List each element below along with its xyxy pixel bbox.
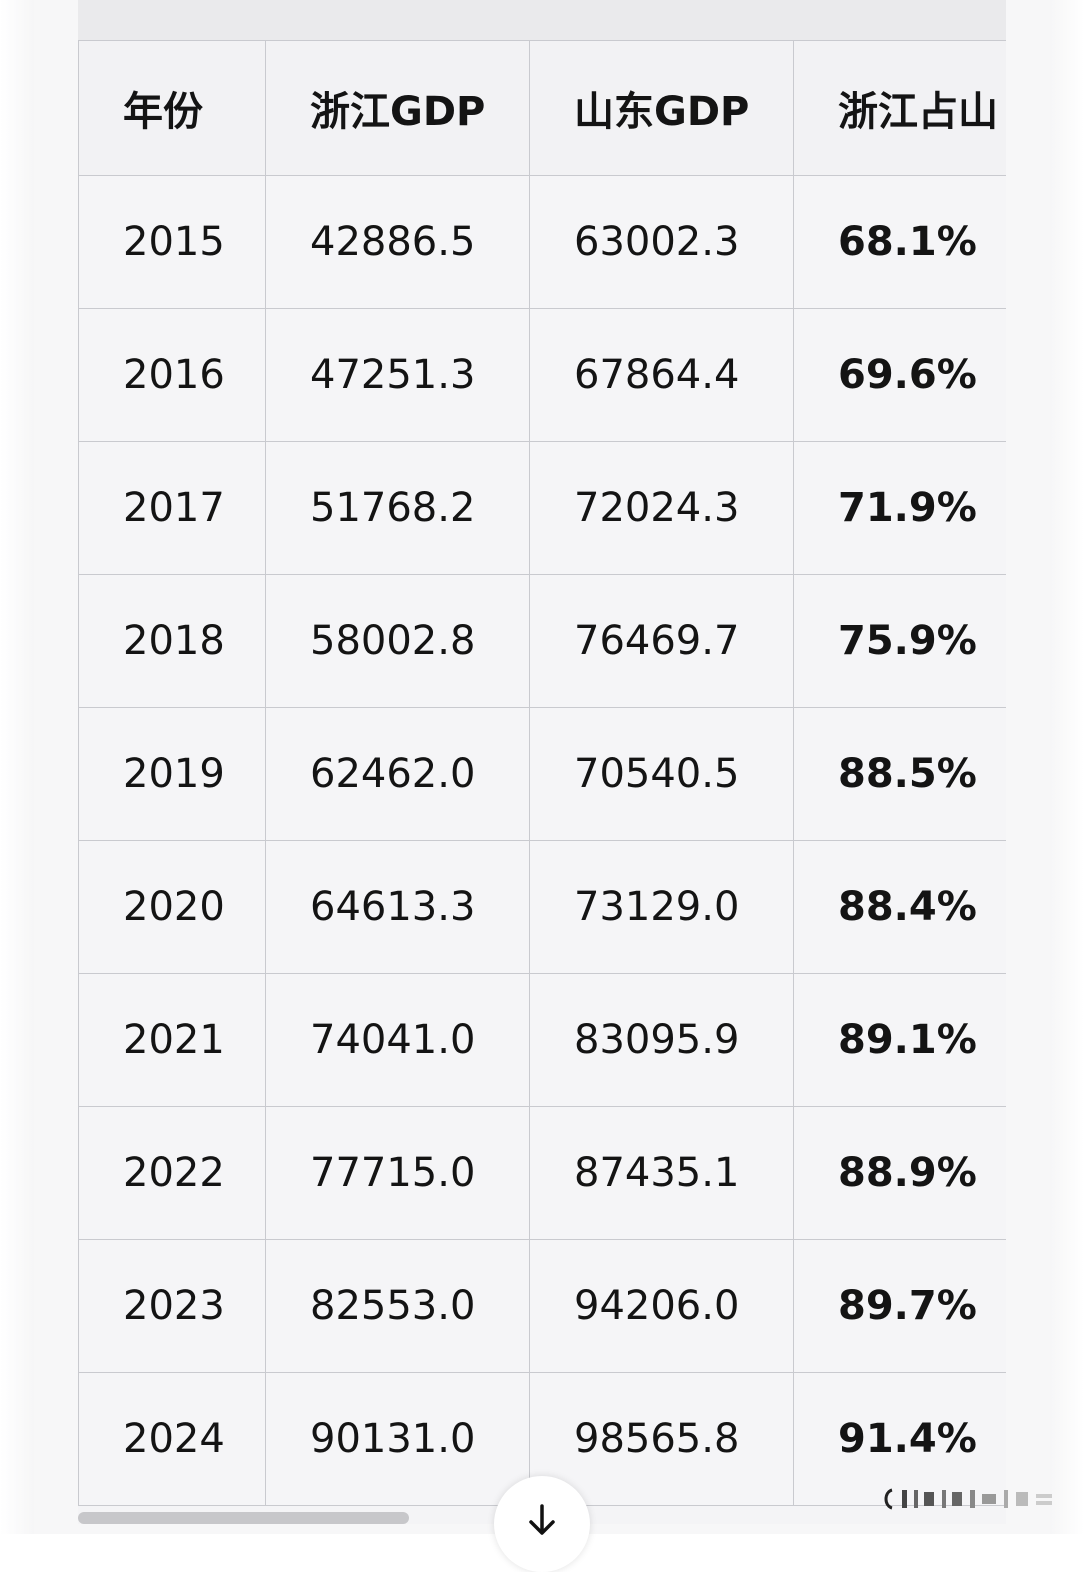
cell-year: 2023 bbox=[78, 1239, 266, 1373]
cell-year: 2017 bbox=[78, 441, 266, 575]
cell-zhejiang-gdp: 42886.5 bbox=[265, 175, 530, 309]
table-row: 2020 64613.3 73129.0 88.4% bbox=[78, 840, 1006, 974]
table-header-row: 年份 浙江GDP 山东GDP 浙江占山 bbox=[78, 40, 1006, 176]
page-margin-left bbox=[0, 0, 34, 1534]
cell-shandong-gdp: 72024.3 bbox=[529, 441, 794, 575]
header-year: 年份 bbox=[78, 40, 266, 176]
table-body: 2015 42886.5 63002.3 68.1% 2016 47251.3 67864.… bbox=[78, 175, 1006, 1506]
table-scroll-container[interactable]: 年份 浙江GDP 山东GDP 浙江占山 2015 42886.5 63002.3 68… bbox=[78, 0, 1006, 1524]
cell-shandong-gdp: 83095.9 bbox=[529, 973, 794, 1107]
cell-ratio: 88.4% bbox=[793, 840, 1006, 974]
cell-shandong-gdp: 70540.5 bbox=[529, 707, 794, 841]
cell-ratio: 91.4% bbox=[793, 1372, 1006, 1506]
header-ratio: 浙江占山 bbox=[793, 40, 1006, 176]
cell-ratio: 89.1% bbox=[793, 973, 1006, 1107]
cell-zhejiang-gdp: 47251.3 bbox=[265, 308, 530, 442]
cell-shandong-gdp: 87435.1 bbox=[529, 1106, 794, 1240]
table-row: 2015 42886.5 63002.3 68.1% bbox=[78, 175, 1006, 309]
table-row: 2019 62462.0 70540.5 88.5% bbox=[78, 707, 1006, 841]
horizontal-scrollbar[interactable] bbox=[78, 1512, 1006, 1524]
cell-ratio: 89.7% bbox=[793, 1239, 1006, 1373]
table-row: 2024 90131.0 98565.8 91.4% bbox=[78, 1372, 1006, 1506]
cell-shandong-gdp: 94206.0 bbox=[529, 1239, 794, 1373]
cell-ratio: 69.6% bbox=[793, 308, 1006, 442]
table-row: 2022 77715.0 87435.1 88.9% bbox=[78, 1106, 1006, 1240]
cell-shandong-gdp: 76469.7 bbox=[529, 574, 794, 708]
page-margin-right bbox=[1050, 0, 1084, 1534]
cell-ratio: 68.1% bbox=[793, 175, 1006, 309]
cell-zhejiang-gdp: 74041.0 bbox=[265, 973, 530, 1107]
cell-year: 2018 bbox=[78, 574, 266, 708]
table-row: 2016 47251.3 67864.4 69.6% bbox=[78, 308, 1006, 442]
cell-year: 2022 bbox=[78, 1106, 266, 1240]
cell-zhejiang-gdp: 62462.0 bbox=[265, 707, 530, 841]
cell-shandong-gdp: 98565.8 bbox=[529, 1372, 794, 1506]
table-row: 2017 51768.2 72024.3 71.9% bbox=[78, 441, 1006, 575]
cell-year: 2019 bbox=[78, 707, 266, 841]
cell-year: 2020 bbox=[78, 840, 266, 974]
cell-ratio: 88.9% bbox=[793, 1106, 1006, 1240]
scroll-down-button[interactable] bbox=[494, 1476, 590, 1572]
watermark-logo-icon bbox=[884, 1488, 1052, 1510]
cell-zhejiang-gdp: 90131.0 bbox=[265, 1372, 530, 1506]
cell-year: 2015 bbox=[78, 175, 266, 309]
header-shandong-gdp: 山东GDP bbox=[529, 40, 794, 176]
cell-shandong-gdp: 63002.3 bbox=[529, 175, 794, 309]
cell-year: 2024 bbox=[78, 1372, 266, 1506]
cell-ratio: 75.9% bbox=[793, 574, 1006, 708]
cell-zhejiang-gdp: 51768.2 bbox=[265, 441, 530, 575]
cell-zhejiang-gdp: 58002.8 bbox=[265, 574, 530, 708]
header-zhejiang-gdp: 浙江GDP bbox=[265, 40, 530, 176]
arrow-down-icon bbox=[529, 1504, 555, 1535]
cell-ratio: 88.5% bbox=[793, 707, 1006, 841]
cell-ratio: 71.9% bbox=[793, 441, 1006, 575]
cell-zhejiang-gdp: 82553.0 bbox=[265, 1239, 530, 1373]
cell-shandong-gdp: 73129.0 bbox=[529, 840, 794, 974]
cell-zhejiang-gdp: 64613.3 bbox=[265, 840, 530, 974]
gdp-comparison-table: 年份 浙江GDP 山东GDP 浙江占山 2015 42886.5 63002.3 68… bbox=[78, 40, 1006, 1506]
horizontal-scrollbar-thumb[interactable] bbox=[78, 1512, 409, 1524]
table-row: 2018 58002.8 76469.7 75.9% bbox=[78, 574, 1006, 708]
cell-year: 2021 bbox=[78, 973, 266, 1107]
table-row: 2021 74041.0 83095.9 89.1% bbox=[78, 973, 1006, 1107]
cell-zhejiang-gdp: 77715.0 bbox=[265, 1106, 530, 1240]
cell-shandong-gdp: 67864.4 bbox=[529, 308, 794, 442]
table-top-strip bbox=[78, 0, 1006, 42]
table-row: 2023 82553.0 94206.0 89.7% bbox=[78, 1239, 1006, 1373]
cell-year: 2016 bbox=[78, 308, 266, 442]
